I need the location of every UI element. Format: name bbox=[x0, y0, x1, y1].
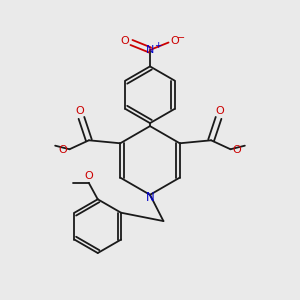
Text: O: O bbox=[233, 145, 242, 155]
Text: N: N bbox=[146, 191, 154, 204]
Text: O: O bbox=[58, 145, 67, 155]
Text: O: O bbox=[216, 106, 224, 116]
Text: N: N bbox=[146, 45, 154, 55]
Text: O: O bbox=[84, 171, 93, 181]
Text: −: − bbox=[177, 33, 185, 43]
Text: +: + bbox=[154, 41, 161, 50]
Text: O: O bbox=[121, 36, 129, 46]
Text: O: O bbox=[171, 36, 179, 46]
Text: O: O bbox=[76, 106, 84, 116]
